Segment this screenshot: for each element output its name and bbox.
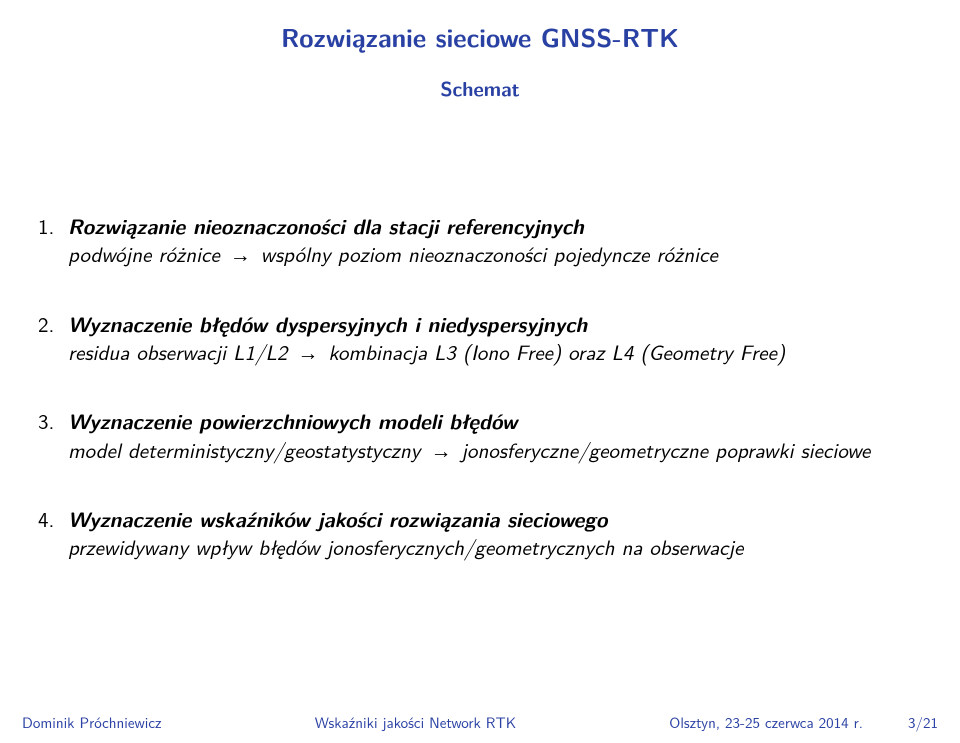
- item-text-before: podwójne różnice: [68, 239, 227, 269]
- arrow-icon: →: [227, 243, 254, 267]
- slide-title: Rozwiązanie sieciowe GNSS-RTK: [38, 18, 922, 55]
- footer-author: Dominik Próchniewicz: [22, 711, 162, 733]
- list-item: 3. Wyznaczenie powierzchniowych modeli b…: [38, 407, 922, 465]
- arrow-icon: →: [427, 439, 454, 463]
- footer-title: Wskaźniki jakości Network RTK: [315, 711, 516, 733]
- arrow-icon: →: [294, 341, 321, 365]
- item-text-after: kombinacja L3 (Iono Free) oraz L4 (Geome…: [321, 337, 785, 367]
- item-head: Wyznaczenie błędów dyspersyjnych i niedy…: [68, 309, 587, 339]
- item-text-after: jonosferyczne/geometryczne poprawki siec…: [454, 435, 870, 465]
- footer-right: Olsztyn, 23-25 czerwca 2014 r. 3/21: [669, 711, 938, 733]
- item-head: Rozwiązanie nieoznaczoności dla stacji r…: [68, 211, 584, 241]
- slide-subtitle: Schemat: [38, 73, 922, 102]
- footer-page-number: 3/21: [908, 711, 938, 733]
- item-number: 4.: [38, 505, 54, 533]
- slide: Rozwiązanie sieciowe GNSS-RTK Schemat 1.…: [0, 0, 960, 743]
- item-text-before: residua obserwacji L1/L2: [68, 337, 294, 367]
- item-text-before: model deterministyczny/geostatystyczny: [68, 435, 427, 465]
- item-number: 1.: [38, 212, 54, 240]
- item-text-after: wspólny poziom nieoznaczoności pojedyncz…: [254, 239, 718, 269]
- item-number: 2.: [38, 310, 54, 338]
- enumerated-list: 1. Rozwiązanie nieoznaczoności dla stacj…: [38, 212, 922, 562]
- list-item: 4. Wyznaczenie wskaźników jakości rozwią…: [38, 505, 922, 562]
- footer-location-date: Olsztyn, 23-25 czerwca 2014 r.: [669, 711, 863, 733]
- item-text-plain: przewidywany wpływ błędów jonosferycznyc…: [68, 532, 743, 562]
- content-area: 1. Rozwiązanie nieoznaczoności dla stacj…: [38, 212, 922, 562]
- item-head: Wyznaczenie powierzchniowych modeli błęd…: [68, 406, 517, 436]
- item-head: Wyznaczenie wskaźników jakości rozwiązan…: [68, 504, 608, 534]
- footer: Dominik Próchniewicz Wskaźniki jakości N…: [0, 711, 960, 733]
- list-item: 1. Rozwiązanie nieoznaczoności dla stacj…: [38, 212, 922, 270]
- item-number: 3.: [38, 407, 54, 435]
- list-item: 2. Wyznaczenie błędów dyspersyjnych i ni…: [38, 310, 922, 368]
